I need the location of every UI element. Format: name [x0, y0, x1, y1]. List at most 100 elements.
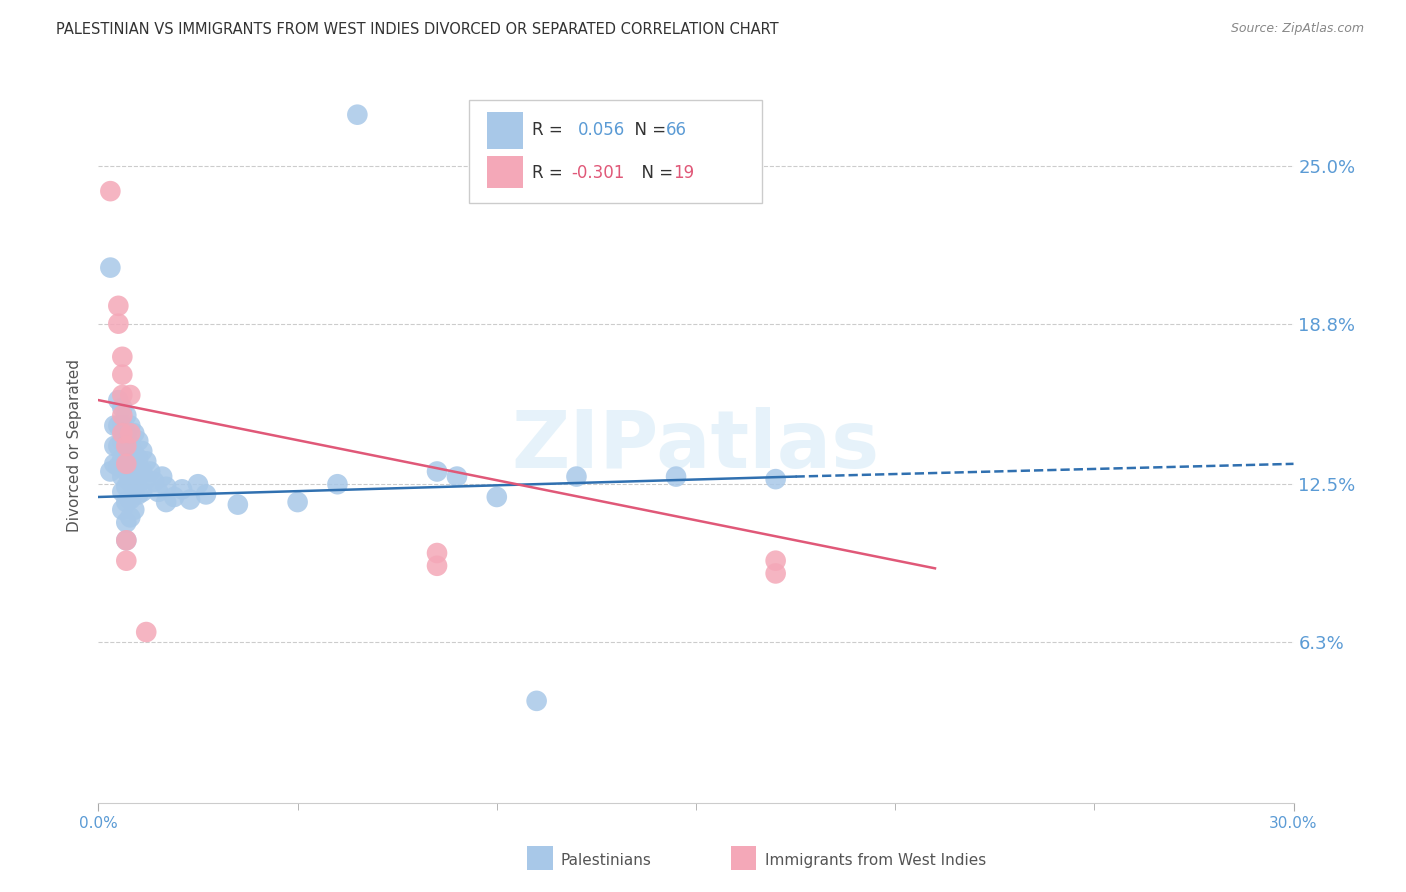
- Point: [135, 454, 157, 468]
- Point: [120, 418, 142, 433]
- Point: [124, 467, 146, 481]
- Text: -0.301: -0.301: [572, 164, 626, 182]
- Point: [765, 554, 787, 568]
- Point: [111, 418, 134, 433]
- Text: Palestinians: Palestinians: [561, 854, 652, 868]
- Point: [111, 469, 134, 483]
- Point: [107, 439, 129, 453]
- Point: [115, 426, 138, 441]
- Point: [103, 418, 125, 433]
- Point: [127, 434, 149, 448]
- Point: [426, 546, 449, 560]
- Point: [155, 480, 177, 494]
- Point: [115, 439, 138, 453]
- Point: [127, 451, 149, 466]
- Point: [124, 484, 146, 499]
- Point: [100, 184, 122, 198]
- Point: [131, 444, 153, 458]
- Text: PALESTINIAN VS IMMIGRANTS FROM WEST INDIES DIVORCED OR SEPARATED CORRELATION CHA: PALESTINIAN VS IMMIGRANTS FROM WEST INDI…: [56, 22, 779, 37]
- Point: [148, 484, 170, 499]
- Point: [111, 434, 134, 448]
- Point: [426, 465, 449, 479]
- Point: [155, 495, 177, 509]
- Point: [111, 409, 134, 423]
- Point: [127, 487, 149, 501]
- Point: [765, 472, 787, 486]
- Point: [120, 475, 142, 489]
- Point: [765, 566, 787, 581]
- Point: [120, 457, 142, 471]
- Point: [111, 388, 134, 402]
- Point: [111, 350, 134, 364]
- Point: [111, 368, 134, 382]
- Text: Immigrants from West Indies: Immigrants from West Indies: [765, 854, 986, 868]
- Point: [326, 477, 349, 491]
- Text: Source: ZipAtlas.com: Source: ZipAtlas.com: [1230, 22, 1364, 36]
- Text: N =: N =: [624, 121, 672, 139]
- Point: [115, 465, 138, 479]
- Point: [115, 409, 138, 423]
- Point: [139, 465, 162, 479]
- Point: [111, 401, 134, 415]
- Point: [172, 483, 194, 497]
- Point: [526, 694, 548, 708]
- Point: [665, 469, 688, 483]
- Point: [127, 469, 149, 483]
- Point: [131, 465, 153, 479]
- Point: [124, 426, 146, 441]
- Point: [226, 498, 249, 512]
- Point: [120, 492, 142, 507]
- Point: [124, 447, 146, 461]
- Point: [565, 469, 588, 483]
- Point: [120, 388, 142, 402]
- FancyBboxPatch shape: [470, 100, 762, 203]
- Point: [103, 457, 125, 471]
- Point: [124, 502, 146, 516]
- Point: [346, 108, 368, 122]
- Point: [107, 393, 129, 408]
- Point: [111, 451, 134, 466]
- Point: [135, 625, 157, 640]
- Point: [115, 457, 138, 471]
- Point: [187, 477, 209, 491]
- Point: [135, 472, 157, 486]
- Point: [107, 299, 129, 313]
- Point: [107, 317, 129, 331]
- Point: [195, 487, 218, 501]
- Point: [115, 516, 138, 530]
- Point: [115, 533, 138, 548]
- Point: [150, 469, 173, 483]
- Point: [111, 426, 134, 441]
- Point: [115, 495, 138, 509]
- FancyBboxPatch shape: [486, 156, 523, 188]
- FancyBboxPatch shape: [486, 112, 523, 149]
- Point: [120, 426, 142, 441]
- Text: N =: N =: [631, 164, 679, 182]
- Point: [426, 558, 449, 573]
- Point: [111, 484, 134, 499]
- Point: [100, 465, 122, 479]
- Point: [107, 459, 129, 474]
- Text: 66: 66: [666, 121, 688, 139]
- Text: R =: R =: [533, 121, 568, 139]
- Point: [163, 490, 186, 504]
- Point: [103, 439, 125, 453]
- Text: 19: 19: [673, 164, 695, 182]
- Point: [120, 510, 142, 524]
- Text: R =: R =: [533, 164, 568, 182]
- Y-axis label: Divorced or Separated: Divorced or Separated: [67, 359, 83, 533]
- Point: [111, 502, 134, 516]
- Point: [115, 444, 138, 458]
- Text: 0.056: 0.056: [578, 121, 624, 139]
- Point: [115, 554, 138, 568]
- Point: [485, 490, 508, 504]
- Point: [120, 439, 142, 453]
- Point: [107, 418, 129, 433]
- Point: [446, 469, 468, 483]
- Text: ZIPatlas: ZIPatlas: [512, 407, 880, 485]
- Point: [131, 484, 153, 499]
- Point: [115, 533, 138, 548]
- Point: [287, 495, 309, 509]
- Point: [115, 480, 138, 494]
- Point: [179, 492, 201, 507]
